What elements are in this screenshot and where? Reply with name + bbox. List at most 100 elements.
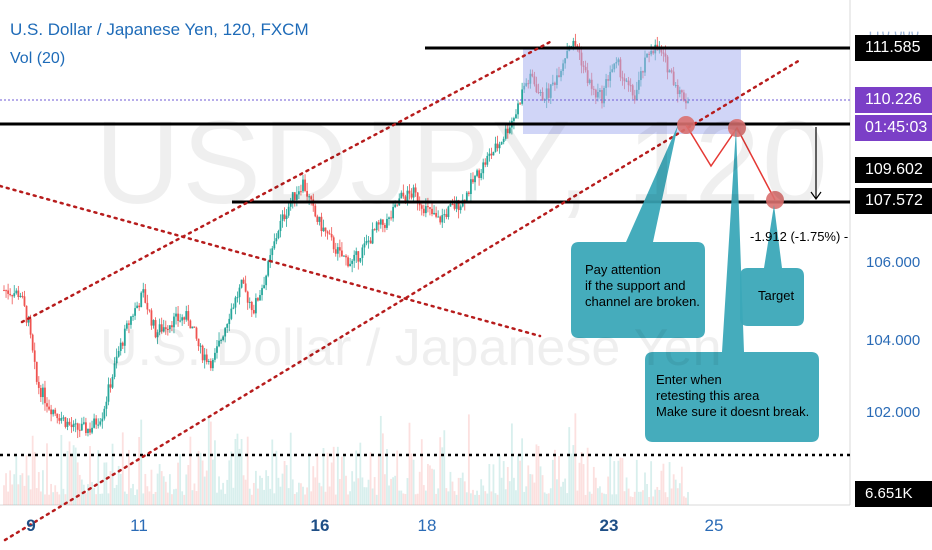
volume-bar bbox=[527, 465, 530, 505]
candle-body bbox=[189, 320, 192, 329]
candle-body bbox=[287, 206, 290, 216]
volume-bar bbox=[461, 472, 464, 505]
volume-bar bbox=[502, 461, 505, 505]
volume-bar bbox=[592, 466, 595, 505]
descending-trend-line bbox=[0, 184, 542, 338]
volume-bar bbox=[476, 490, 478, 505]
volume-bar bbox=[33, 451, 36, 505]
symbol-title[interactable]: U.S. Dollar / Japanese Yen, 120, FXCM bbox=[10, 20, 309, 39]
volume-bar bbox=[537, 445, 540, 505]
candle-body bbox=[44, 387, 46, 404]
countdown-label: 01:45:03 bbox=[855, 115, 932, 141]
candle-body bbox=[207, 361, 210, 363]
candle-body bbox=[226, 324, 229, 328]
volume-bar bbox=[420, 439, 423, 505]
volume-bar bbox=[478, 494, 481, 505]
volume-bar bbox=[406, 478, 409, 505]
candle-body bbox=[220, 339, 222, 341]
volume-bar bbox=[623, 491, 626, 505]
volume-bar bbox=[627, 488, 630, 505]
candle-body bbox=[62, 417, 65, 419]
volume-bar bbox=[205, 470, 208, 505]
candle-body bbox=[261, 288, 263, 296]
candle-body bbox=[513, 118, 515, 121]
volume-bar bbox=[613, 461, 616, 505]
candle-body bbox=[236, 297, 239, 299]
candle-body bbox=[439, 216, 442, 223]
volume-bar bbox=[510, 423, 513, 505]
volume-bar bbox=[365, 487, 368, 505]
volume-bar bbox=[80, 479, 83, 505]
candle-body bbox=[179, 320, 182, 322]
candle-body bbox=[336, 247, 339, 254]
volume-bar bbox=[451, 481, 454, 505]
candle-body bbox=[42, 387, 44, 398]
volume-bar bbox=[54, 485, 57, 505]
volume-bar bbox=[334, 494, 337, 505]
volume-bar bbox=[173, 489, 175, 505]
volume-bar bbox=[76, 462, 79, 505]
volume-bar bbox=[562, 481, 564, 505]
volume-bar bbox=[42, 470, 44, 505]
volume-bar bbox=[263, 489, 265, 505]
volume-bar bbox=[373, 477, 376, 505]
candle-body bbox=[205, 354, 208, 362]
candle-body bbox=[123, 328, 126, 346]
volume-bar bbox=[513, 477, 515, 505]
volume-bar bbox=[490, 491, 493, 505]
candle-body bbox=[402, 192, 405, 197]
volume-bar bbox=[584, 494, 587, 505]
volume-bar bbox=[410, 453, 413, 505]
candle-body bbox=[177, 313, 179, 321]
volume-bar bbox=[455, 494, 458, 505]
volume-bar bbox=[238, 448, 241, 505]
volume-bar bbox=[564, 478, 567, 505]
candle-body bbox=[394, 204, 397, 207]
candle-body bbox=[330, 234, 333, 238]
volume-bar bbox=[44, 494, 46, 505]
callout-target-text[interactable]: Target bbox=[758, 288, 794, 304]
candle-body bbox=[443, 214, 446, 216]
volume-bar bbox=[183, 494, 186, 505]
candle-body bbox=[74, 423, 77, 425]
volume-bar bbox=[37, 472, 40, 505]
volume-bar bbox=[222, 482, 225, 505]
volume-bar bbox=[291, 479, 294, 505]
volume-bar bbox=[353, 481, 356, 505]
volume-bar bbox=[138, 437, 141, 505]
volume-bar bbox=[392, 477, 395, 505]
volume-bar bbox=[31, 435, 34, 505]
volume-bar bbox=[328, 486, 331, 505]
volume-bar bbox=[123, 491, 126, 505]
volume-bar bbox=[486, 493, 489, 505]
volume-bar bbox=[631, 497, 634, 505]
candle-body bbox=[384, 224, 386, 228]
volume-bar bbox=[250, 494, 253, 505]
volume-bar bbox=[398, 490, 401, 505]
candle-body bbox=[234, 297, 237, 308]
volume-bar bbox=[535, 444, 538, 505]
callout-entry-text[interactable]: Enter when retesting this area Make sure… bbox=[656, 372, 809, 420]
volume-bar bbox=[7, 491, 9, 505]
candle-body bbox=[400, 192, 403, 199]
candle-body bbox=[25, 305, 28, 323]
volume-bar bbox=[193, 483, 196, 505]
candle-body bbox=[519, 103, 521, 105]
callout-support-text[interactable]: Pay attention if the support and channel… bbox=[585, 262, 700, 310]
candle-body bbox=[128, 323, 130, 325]
candle-body bbox=[97, 424, 100, 426]
volume-bar bbox=[457, 477, 460, 505]
candle-body bbox=[68, 421, 71, 425]
volume-bar bbox=[17, 484, 20, 505]
measure-label: -1.912 (-1.75%) - bbox=[750, 229, 849, 244]
volume-legend[interactable]: Vol (20) bbox=[10, 50, 66, 67]
candle-body bbox=[48, 406, 50, 410]
volume-bar bbox=[117, 465, 120, 505]
candle-body bbox=[93, 418, 96, 428]
candle-body bbox=[359, 258, 362, 262]
volume-bar bbox=[351, 471, 354, 505]
volume-bar bbox=[605, 494, 607, 505]
candle-body bbox=[572, 40, 575, 47]
